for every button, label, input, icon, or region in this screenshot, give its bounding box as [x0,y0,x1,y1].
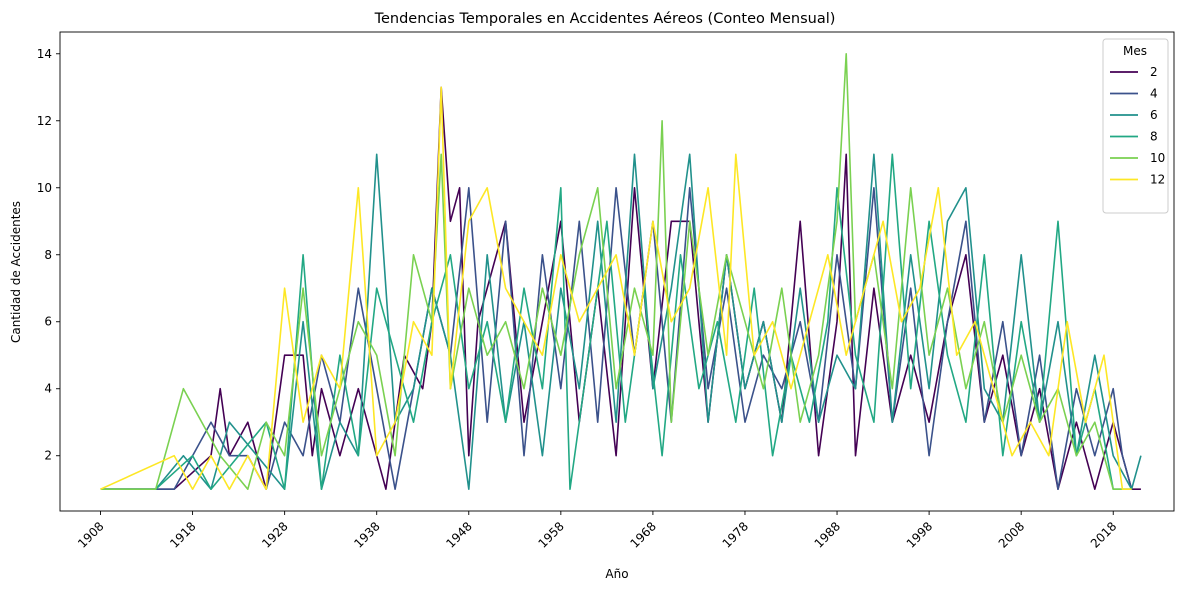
y-tick-label: 10 [37,181,52,195]
chart-title: Tendencias Temporales en Accidentes Aére… [374,11,836,27]
plot-lines [100,52,1142,491]
y-tick-label: 6 [44,315,52,329]
y-tick-label: 8 [44,248,52,262]
x-axis-label: Año [605,567,628,581]
plot-frame [59,31,1175,512]
series-line-10 [100,52,1132,491]
y-tick-label: 12 [37,114,52,128]
series-line-6 [100,153,1142,491]
legend-label-4: 4 [1150,87,1158,101]
y-axis: 2 4 6 8 10 12 14 [37,47,60,463]
legend: Mes 2 4 6 8 10 12 [1102,38,1169,214]
y-axis-label: Cantidad de Accidentes [9,201,23,343]
y-tick-label: 14 [37,47,52,61]
legend-label-12: 12 [1150,173,1165,187]
legend-title: Mes [1123,44,1147,58]
y-tick-label: 2 [44,449,52,463]
legend-label-2: 2 [1150,65,1158,79]
legend-label-6: 6 [1150,108,1158,122]
y-tick-label: 4 [44,382,52,396]
series-line-12 [100,86,1132,491]
series-line-2 [100,86,1141,491]
series-line-8 [100,153,1132,491]
legend-label-8: 8 [1150,130,1158,144]
legend-box [1102,38,1169,214]
legend-label-10: 10 [1150,151,1165,165]
